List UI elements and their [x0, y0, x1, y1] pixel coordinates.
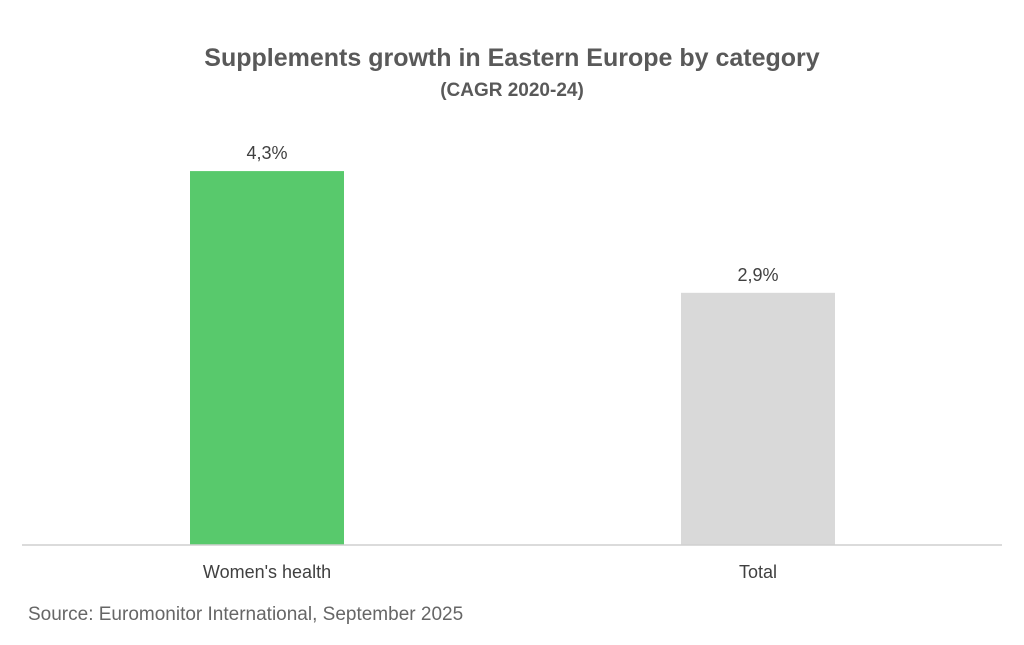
source-note: Source: Euromonitor International, Septe…: [28, 604, 463, 625]
chart-title: Supplements growth in Eastern Europe by …: [204, 44, 819, 72]
category-label-total: Total: [739, 562, 777, 582]
data-label-total: 2,9%: [737, 265, 778, 285]
bar-total: [681, 292, 835, 545]
bar-women-s-health: [190, 171, 344, 545]
bars-group: [190, 171, 835, 545]
data-labels-group: 4,3% 2,9%: [246, 143, 778, 285]
category-label-women-s-health: Women's health: [203, 562, 331, 582]
chart-subtitle: (CAGR 2020-24): [440, 80, 584, 101]
data-label-women-s-health: 4,3%: [246, 143, 287, 163]
category-labels-group: Women's health Total: [203, 562, 777, 582]
